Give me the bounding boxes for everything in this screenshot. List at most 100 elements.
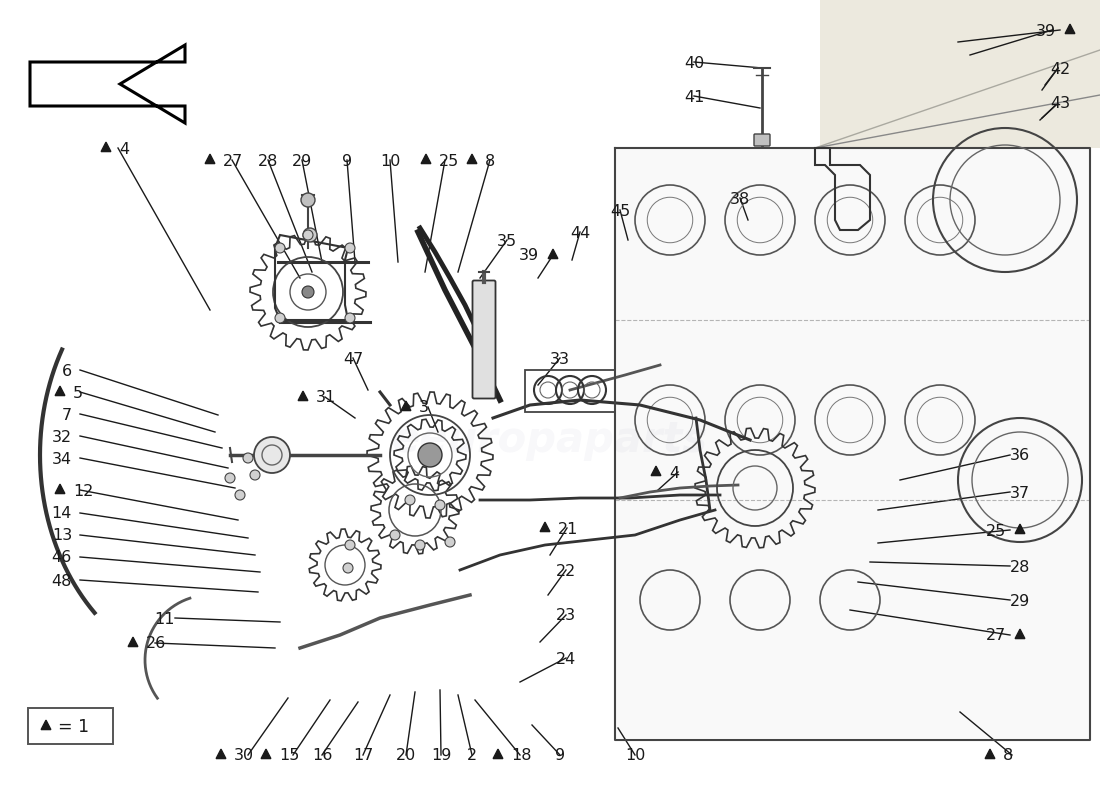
Circle shape <box>302 286 313 298</box>
Text: 24: 24 <box>556 651 576 666</box>
Text: 29: 29 <box>1010 594 1031 609</box>
Polygon shape <box>128 637 138 646</box>
Circle shape <box>254 437 290 473</box>
Text: 18: 18 <box>512 749 531 763</box>
Text: 9: 9 <box>554 749 565 763</box>
Text: 11: 11 <box>154 611 175 626</box>
Text: 36: 36 <box>1010 449 1030 463</box>
Polygon shape <box>468 154 477 163</box>
Polygon shape <box>651 466 661 475</box>
Text: 44: 44 <box>570 226 590 241</box>
Text: 9: 9 <box>342 154 352 169</box>
Polygon shape <box>1015 524 1025 534</box>
Text: 14: 14 <box>52 506 72 522</box>
Text: 13: 13 <box>52 529 72 543</box>
Text: 23: 23 <box>556 609 576 623</box>
Polygon shape <box>421 154 431 163</box>
Text: 46: 46 <box>52 550 72 566</box>
Text: 41: 41 <box>684 90 704 105</box>
Text: 47: 47 <box>343 351 363 366</box>
Text: 37: 37 <box>1010 486 1030 501</box>
Text: 27: 27 <box>223 154 243 169</box>
Text: = 1: = 1 <box>58 718 89 736</box>
Text: 30: 30 <box>234 749 254 763</box>
Text: 10: 10 <box>625 749 646 763</box>
Polygon shape <box>298 391 308 401</box>
Text: 39: 39 <box>1036 23 1056 38</box>
Circle shape <box>345 243 355 253</box>
Polygon shape <box>205 154 214 163</box>
Text: 48: 48 <box>52 574 72 589</box>
Text: 8: 8 <box>485 154 495 169</box>
FancyBboxPatch shape <box>473 281 495 398</box>
Text: 45: 45 <box>609 203 630 218</box>
Text: 17: 17 <box>353 749 373 763</box>
Text: 20: 20 <box>396 749 416 763</box>
Polygon shape <box>101 142 111 151</box>
Text: 39: 39 <box>519 249 539 263</box>
Text: 12: 12 <box>73 483 94 498</box>
Polygon shape <box>548 249 558 258</box>
Circle shape <box>418 443 442 467</box>
Text: 15: 15 <box>279 749 299 763</box>
Text: 10: 10 <box>379 154 400 169</box>
Text: 3: 3 <box>419 401 429 415</box>
Text: 25: 25 <box>986 523 1006 538</box>
Text: 4: 4 <box>119 142 129 157</box>
Circle shape <box>405 495 415 505</box>
Circle shape <box>301 193 315 207</box>
Polygon shape <box>402 401 411 410</box>
Circle shape <box>275 313 285 323</box>
Circle shape <box>235 490 245 500</box>
Polygon shape <box>55 386 65 395</box>
Circle shape <box>302 230 313 240</box>
Circle shape <box>226 473 235 483</box>
Text: 2: 2 <box>466 749 477 763</box>
Text: 29: 29 <box>292 154 312 169</box>
Circle shape <box>345 313 355 323</box>
Text: 25: 25 <box>439 154 460 169</box>
Circle shape <box>302 228 317 242</box>
Polygon shape <box>820 0 1100 148</box>
Text: 21: 21 <box>558 522 579 537</box>
Polygon shape <box>41 720 51 730</box>
Text: eeuropaparts: eeuropaparts <box>392 419 708 461</box>
Polygon shape <box>540 522 550 531</box>
Text: 35: 35 <box>497 234 517 249</box>
Text: 42: 42 <box>1049 62 1070 77</box>
Text: 28: 28 <box>1010 559 1031 574</box>
Polygon shape <box>1015 629 1025 638</box>
Text: 22: 22 <box>556 563 576 578</box>
Circle shape <box>390 530 400 540</box>
Text: 16: 16 <box>311 749 332 763</box>
Text: 32: 32 <box>52 430 72 445</box>
Circle shape <box>415 540 425 550</box>
Text: 8: 8 <box>1003 749 1013 763</box>
Circle shape <box>446 537 455 547</box>
Text: 34: 34 <box>52 451 72 466</box>
Text: 33: 33 <box>550 351 570 366</box>
Polygon shape <box>1065 24 1075 34</box>
Circle shape <box>343 563 353 573</box>
Circle shape <box>345 540 355 550</box>
Polygon shape <box>216 749 225 758</box>
Polygon shape <box>30 45 185 123</box>
Polygon shape <box>493 749 503 758</box>
Text: 43: 43 <box>1049 97 1070 111</box>
Polygon shape <box>55 484 65 494</box>
Text: 26: 26 <box>146 637 166 651</box>
Text: 4: 4 <box>669 466 679 481</box>
Text: 7: 7 <box>62 407 72 422</box>
Circle shape <box>250 470 260 480</box>
Text: 6: 6 <box>62 363 72 378</box>
Circle shape <box>434 500 446 510</box>
Text: 19: 19 <box>431 749 451 763</box>
Polygon shape <box>986 749 994 758</box>
FancyBboxPatch shape <box>615 148 1090 738</box>
Circle shape <box>243 453 253 463</box>
Text: 40: 40 <box>684 55 704 70</box>
Text: 5: 5 <box>73 386 84 401</box>
Text: 38: 38 <box>730 191 750 206</box>
Text: 31: 31 <box>316 390 337 406</box>
Text: 27: 27 <box>986 629 1006 643</box>
